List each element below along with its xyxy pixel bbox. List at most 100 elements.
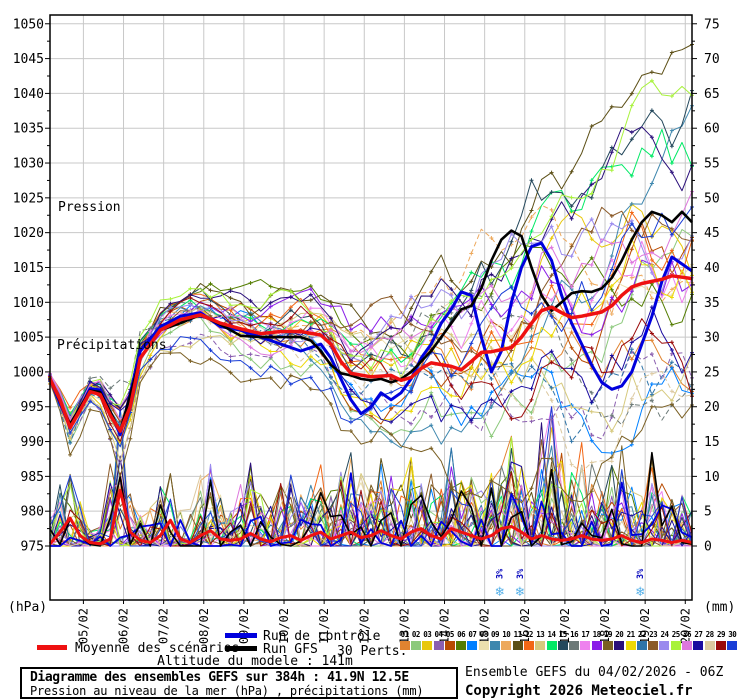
snow-probability-marker: ❄ 3% xyxy=(516,568,526,600)
perturbation-number: 21 xyxy=(626,630,636,639)
left-axis-tick-label: 985 xyxy=(21,470,44,485)
perturbation-number: 13 xyxy=(536,630,545,639)
x-axis-date-label: 06/02 xyxy=(117,608,131,644)
right-axis-tick-label: 60 xyxy=(704,122,720,137)
perturbation-color-swatch xyxy=(625,641,636,650)
title-box: Diagramme des ensembles GEFS sur 384h : … xyxy=(20,667,458,699)
perturbation-color-swatch xyxy=(682,641,693,650)
right-axis-tick-label: 50 xyxy=(704,191,720,206)
perturbation-number: 02 xyxy=(411,630,421,639)
left-axis-tick-label: 1025 xyxy=(13,191,44,206)
perturbation-color-swatch xyxy=(580,641,591,650)
perturbation-number: 05 xyxy=(445,630,455,639)
perturbation-cell: 13 xyxy=(535,630,546,654)
perturbation-cell: 24 xyxy=(659,630,670,654)
x-axis-date-label: 14/02 xyxy=(438,608,452,644)
x-axis-date-label: 10/02 xyxy=(277,608,291,644)
perturbation-number: 24 xyxy=(660,630,669,639)
perturbation-color-swatch xyxy=(535,641,546,650)
left-axis-tick-label: 1035 xyxy=(13,122,44,137)
perturbation-number: 27 xyxy=(694,630,703,639)
x-axis-date-label: 08/02 xyxy=(197,608,211,644)
x-axis-date-label: 20/02 xyxy=(678,608,692,644)
perturbation-color-swatch xyxy=(523,641,534,650)
perturbation-color-swatch xyxy=(569,641,580,650)
left-axis-tick-label: 1000 xyxy=(13,365,44,380)
mean-line-label: Moyenne des scénarios xyxy=(75,641,240,656)
left-axis-tick-label: 975 xyxy=(21,540,44,555)
snowflake-icon: ❄ xyxy=(496,584,505,600)
perturbation-number: 23 xyxy=(649,630,658,639)
chart-title: Diagramme des ensembles GEFS sur 384h : … xyxy=(30,670,409,685)
perturbation-number: 29 xyxy=(716,630,726,639)
perturbation-cell: 06 xyxy=(455,630,467,654)
snow-probability-marker: ❄ 3% xyxy=(496,568,506,600)
perturbation-color-swatch xyxy=(602,641,613,650)
perturbation-color-swatch xyxy=(467,641,478,650)
right-axis-tick-label: 10 xyxy=(704,470,720,485)
perturbation-color-swatch xyxy=(422,641,433,650)
perturbation-cell: 23 xyxy=(648,630,659,654)
x-axis-date-label: 05/02 xyxy=(76,608,90,644)
right-axis-tick-label: 65 xyxy=(704,87,720,102)
gfs-line-swatch xyxy=(225,646,257,651)
perturbation-cell: 04 xyxy=(433,630,444,654)
precip-line xyxy=(49,466,693,547)
perturbation-number: 14 xyxy=(547,630,556,639)
perturbation-cell: 08 xyxy=(478,630,489,654)
perturbation-cell: 27 xyxy=(693,630,704,654)
control-line-label: Run de contrôle xyxy=(263,629,381,644)
perturbation-number: 20 xyxy=(615,630,624,639)
right-axis-tick-label: 30 xyxy=(704,331,720,346)
perturbation-color-swatch xyxy=(501,641,512,650)
left-axis-tick-label: 1050 xyxy=(13,17,44,32)
snow-probability-text: 3% xyxy=(636,568,646,579)
right-axis-tick-label: 20 xyxy=(704,400,720,415)
perturbation-color-swatch xyxy=(546,641,557,650)
perturbation-cell: 30 xyxy=(727,630,738,654)
left-axis-tick-label: 1010 xyxy=(13,296,44,311)
perturbation-number: 22 xyxy=(637,630,647,639)
left-axis-tick-label: 1045 xyxy=(13,52,44,67)
right-axis-tick-label: 45 xyxy=(704,226,720,241)
precip-line xyxy=(49,451,693,547)
perturbation-number: 01 xyxy=(400,630,410,639)
perturbation-cell: 05 xyxy=(444,630,455,654)
perturbation-cell: 20 xyxy=(614,630,625,654)
precip-line xyxy=(49,447,693,547)
perturbation-number: 12 xyxy=(524,630,534,639)
mean-precip-line xyxy=(48,488,693,546)
left-axis-tick-label: 1015 xyxy=(13,261,44,276)
perturbation-cell: 18 xyxy=(591,630,602,654)
ensemble-member-line xyxy=(48,103,694,449)
gfs-line-label: Run GFS xyxy=(263,642,318,657)
precip-line xyxy=(49,483,693,547)
perturbation-cell: 07 xyxy=(467,630,478,654)
x-axis-date-label: 13/02 xyxy=(397,608,411,644)
mean-line-swatch xyxy=(37,645,67,650)
perturbation-color-swatch xyxy=(512,641,523,650)
perturbation-color-swatch xyxy=(433,641,444,650)
perturbation-color-swatch xyxy=(410,641,421,650)
control-pressure-line xyxy=(48,241,693,437)
perturbation-color-swatch xyxy=(591,641,602,650)
ensemble-member-line xyxy=(48,351,694,504)
perturbation-number: 11 xyxy=(513,630,523,639)
chart-subtitle: Pression au niveau de la mer (hPa) , pré… xyxy=(30,684,424,698)
perturbation-cell: 02 xyxy=(410,630,421,654)
perturbation-cell: 09 xyxy=(489,630,501,654)
perturbation-cell: 01 xyxy=(399,630,410,654)
right-axis-tick-label: 55 xyxy=(704,157,720,172)
perturbation-color-swatch xyxy=(659,641,670,650)
snowflake-icon: ❄ xyxy=(636,584,645,600)
perturbation-cell: 25 xyxy=(670,630,681,654)
perturbation-color-swatch xyxy=(704,641,715,650)
perturbation-cell: 28 xyxy=(704,630,715,654)
snow-probability-text: 3% xyxy=(516,568,526,579)
perturbation-number: 08 xyxy=(479,630,489,639)
perturbation-color-swatch xyxy=(693,641,704,650)
pressure-label: Pression xyxy=(58,200,121,215)
perturbation-number: 15 xyxy=(558,630,568,639)
x-axis-date-label: 09/02 xyxy=(237,608,251,644)
perturbation-cell: 17 xyxy=(580,630,591,654)
